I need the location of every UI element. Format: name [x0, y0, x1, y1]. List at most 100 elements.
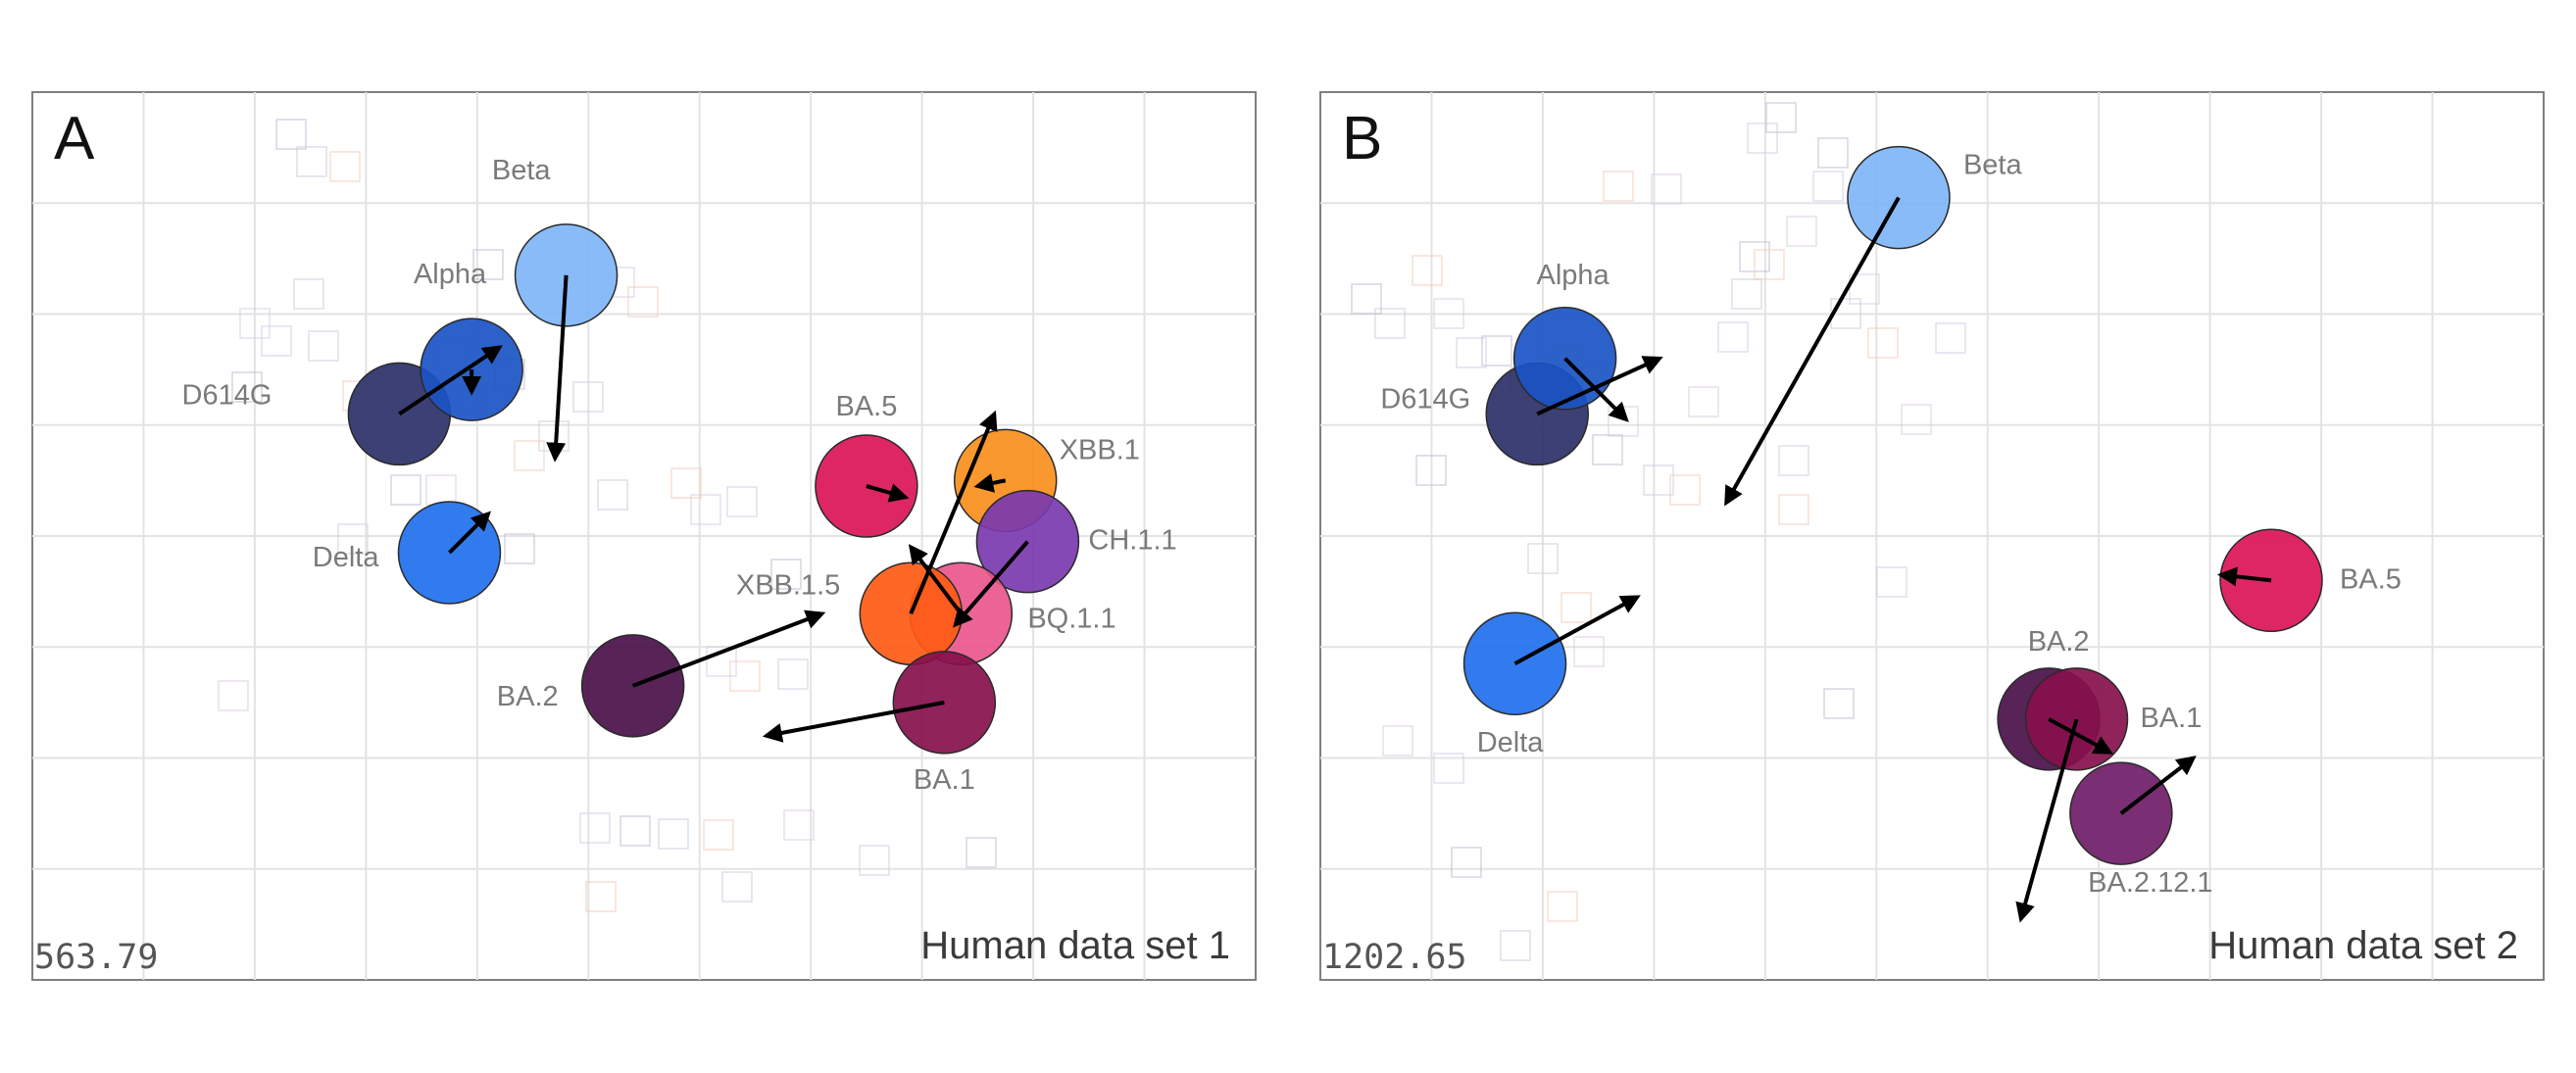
movement-arrow [2217, 566, 2272, 587]
background-antigen-marker [1433, 753, 1464, 784]
background-antigen-marker [1817, 137, 1849, 169]
background-antigen-marker [1876, 566, 1907, 598]
movement-arrow [2119, 756, 2197, 815]
background-antigen-marker [1351, 283, 1382, 315]
background-antigen-marker [1573, 636, 1605, 667]
background-antigen-marker [1765, 102, 1797, 133]
background-antigen-marker [261, 325, 292, 357]
background-antigen-marker [721, 871, 753, 902]
panel-b: D614G Alpha Beta Delta BA.5 BA.2 BA.1 BA.2.12.1… [1319, 91, 2545, 981]
movement-arrow [2048, 717, 2114, 755]
background-antigen-marker [770, 559, 802, 590]
point-label-delta: Delta [1477, 727, 1545, 758]
point-label-beta: Beta [1963, 150, 2023, 181]
movement-arrow [866, 483, 910, 503]
background-antigen-marker [1935, 322, 1966, 354]
background-antigen-marker [726, 486, 758, 517]
background-antigen-marker [1527, 543, 1559, 574]
background-antigen-marker [1778, 445, 1809, 476]
movement-arrow [448, 511, 491, 555]
point-label-bq-1-1: BQ.1.1 [1027, 603, 1115, 634]
background-antigen-marker [572, 381, 604, 413]
movement-arrow [909, 410, 998, 615]
movement-arrow [1513, 595, 1641, 665]
background-antigen-marker [275, 119, 307, 150]
background-antigen-marker [514, 440, 545, 471]
point-label-ba-2-12-1: BA.2.12.1 [2088, 867, 2212, 899]
background-antigen-marker [293, 278, 324, 310]
background-antigen-marker [966, 837, 997, 868]
panel-b-arrows [1513, 196, 2272, 923]
background-antigen-marker [1823, 688, 1855, 719]
background-antigen-marker [1374, 308, 1406, 339]
point-label-alpha: Alpha [1537, 260, 1610, 291]
movement-arrow [1563, 357, 1629, 422]
movement-arrow [631, 610, 826, 688]
background-antigen-marker [329, 151, 361, 182]
background-antigen-marker [504, 533, 535, 564]
panel-b-title: Human data set 2 [2208, 924, 2518, 967]
background-antigen-marker [579, 812, 611, 844]
background-antigen-marker [627, 286, 659, 317]
point-label-ch-1-1: CH.1.1 [1088, 525, 1176, 557]
background-antigen-marker [1731, 278, 1762, 310]
background-antigen-marker [1592, 434, 1623, 465]
background-antigen-marker [239, 308, 271, 339]
background-antigen-marker [783, 809, 815, 841]
panel-b-background-antigens [1351, 102, 1966, 961]
point-label-xbb-1-5: XBB.1.5 [736, 569, 840, 601]
movement-arrow [1724, 196, 1901, 507]
background-antigen-marker [1500, 930, 1531, 961]
background-antigen-marker [1412, 255, 1443, 286]
point-label-alpha: Alpha [414, 259, 487, 290]
background-antigen-marker [1560, 592, 1592, 623]
point-ba-5 [815, 434, 918, 538]
movement-arrow [762, 700, 945, 743]
background-antigen-marker [337, 523, 369, 555]
background-antigen-marker [690, 494, 721, 525]
movement-arrow [2015, 718, 2079, 923]
background-antigen-marker [859, 845, 890, 876]
point-label-beta: Beta [492, 155, 552, 186]
background-antigen-marker [1747, 122, 1778, 154]
panel-b-stress: 1202.65 [1322, 938, 1467, 977]
point-label-ba-2: BA.2 [2028, 626, 2090, 658]
background-antigen-marker [472, 249, 504, 280]
movement-arrow [398, 345, 503, 416]
background-antigen-marker [670, 467, 702, 499]
point-label-ba-5: BA.5 [2340, 563, 2402, 595]
background-antigen-marker [1717, 321, 1749, 353]
background-antigen-marker [390, 474, 421, 506]
background-antigen-marker [1451, 847, 1482, 878]
background-antigen-marker [1603, 171, 1634, 202]
movement-arrow [546, 274, 569, 463]
movement-arrow [908, 544, 963, 615]
panel-a-letter: A [54, 105, 95, 172]
background-antigen-marker [619, 815, 651, 847]
movement-arrow [973, 473, 1007, 493]
background-antigen-marker [703, 819, 734, 851]
point-label-d614g: D614G [182, 379, 272, 411]
background-antigen-marker [706, 646, 737, 677]
background-antigen-marker [1547, 891, 1578, 922]
point-label-d614g: D614G [1380, 383, 1470, 415]
panel-a: D614G Alpha Beta Delta BA.2 BA.5 XBB.1 CH.1.1 BQ… [31, 91, 1257, 981]
background-antigen-marker [1849, 273, 1880, 305]
background-antigen-marker [1778, 494, 1809, 525]
background-antigen-marker [1867, 327, 1899, 359]
background-antigen-marker [1754, 249, 1785, 280]
point-label-ba-2: BA.2 [497, 681, 559, 712]
point-label-xbb-1: XBB.1 [1060, 434, 1140, 465]
point-label-ba-5: BA.5 [835, 391, 897, 422]
background-antigen-marker [1382, 725, 1413, 756]
background-antigen-marker [308, 330, 339, 362]
panel-b-labels: D614G Alpha Beta Delta BA.5 BA.2 BA.1 BA.2.12.1 [1380, 150, 2402, 900]
panel-a-title: Human data set 1 [920, 924, 1230, 967]
background-antigen-marker [1415, 455, 1447, 486]
background-antigen-marker [597, 479, 628, 511]
background-antigen-marker [1433, 298, 1464, 329]
panel-a-stress: 563.79 [34, 938, 158, 977]
background-antigen-marker [1812, 171, 1844, 202]
point-label-delta: Delta [313, 542, 380, 573]
